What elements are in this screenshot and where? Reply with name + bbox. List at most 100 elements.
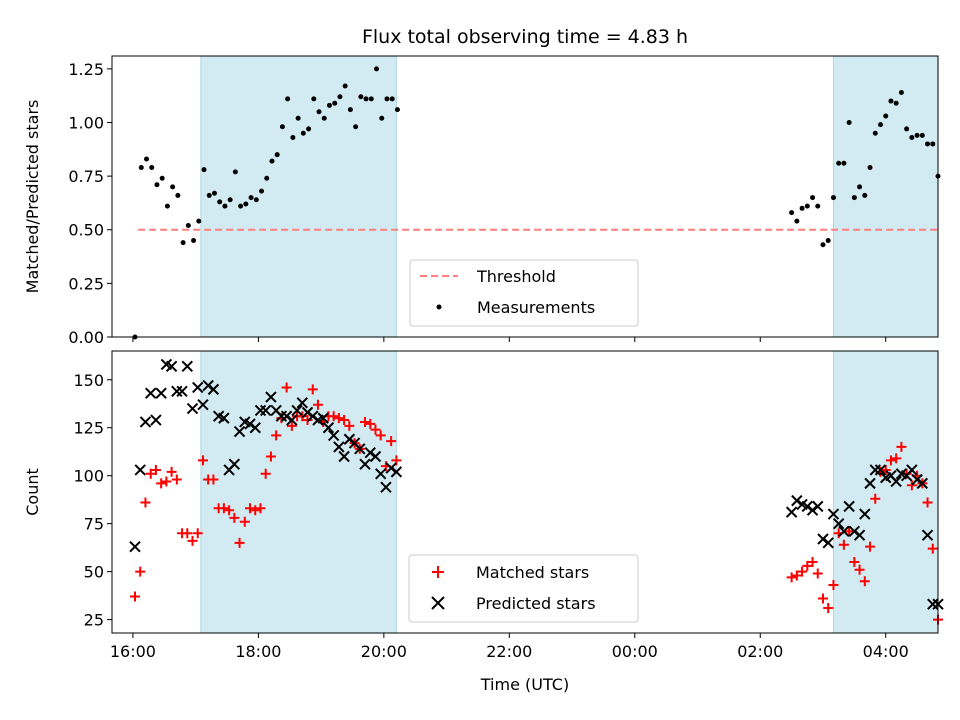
measurement-point [295,115,301,121]
predicted-star-point [822,537,834,549]
predicted-star-point [354,443,366,455]
bottom-panel-x-ticks: 16:00 18:00 20:00 22:00 00:00 02:00 04:00 [110,633,909,661]
matched-star-point [828,580,839,591]
matched-star-point [339,415,350,426]
measurement-point [211,190,217,196]
matched-star-point [797,566,808,577]
predicted-star-point [327,429,340,442]
measurement-point [300,130,306,136]
predicted-star-point [150,414,162,426]
measurement-point [358,94,364,100]
measurement-point [227,197,233,203]
measurement-point [815,203,821,209]
predicted-star-point [333,441,345,453]
predicted-star-point [228,458,241,470]
matched-star-point [260,468,271,479]
matched-star-point [145,468,156,479]
top-panel-y-label: Matched/Predicted stars [23,100,42,294]
matched-star-point [255,503,266,514]
top-legend-box [409,259,639,327]
measurement-point [149,165,155,171]
predicted-star-point [275,410,288,422]
measurement-point [374,66,380,72]
x-tick-label: 22:00 [486,642,532,661]
measurement-point [154,182,160,188]
matched-star-point [182,528,193,539]
top-panel-y-ticks: 0.00 0.25 0.50 0.75 1.00 1.25 [68,60,112,347]
matched-star-point [312,399,323,410]
matched-star-point [218,503,229,514]
predicted-star-point [186,402,199,415]
measurement-point [877,122,883,128]
matched-star-point [271,430,282,441]
measurement-point [368,96,374,102]
measurement-point [799,205,805,211]
matched-star-point [922,497,933,508]
measurement-point [893,100,899,106]
measurement-point [326,102,332,108]
predicted-star-point [859,508,871,520]
matched-star-point [865,541,876,552]
bottom-panel-y-label: Count [23,468,42,516]
measurement-point [883,113,889,119]
predicted-star-point [139,416,152,428]
matched-star-point [375,430,386,441]
legend-predicted-swatch [431,596,445,610]
predicted-star-point [192,381,204,394]
y-tick-label: 75 [84,515,104,534]
matched-star-point [150,464,161,475]
matched-star-point [265,451,276,462]
predicted-star-point [838,525,850,538]
measurement-point [347,107,353,113]
matched-star-point [286,420,297,431]
matched-star-point [171,474,182,485]
matched-star-point [823,603,834,614]
matched-star-point [130,591,141,602]
measurement-point [862,192,868,198]
measurement-point [898,89,904,95]
top-panel-x-ticks [132,337,887,342]
predicted-star-point [171,385,183,397]
shaded-interval [832,350,939,634]
measurement-point [191,237,197,243]
predicted-star-point [129,540,141,553]
shaded-interval [200,350,397,634]
measurement-point [164,203,170,209]
y-tick-label: 150 [73,371,104,390]
measurement-point [170,184,176,190]
predicted-star-point [869,464,881,476]
measurement-point [919,132,925,138]
bottom-panel-frame [111,350,939,634]
predicted-star-point [144,387,157,399]
x-tick-label: 02:00 [737,642,783,661]
predicted-star-point [134,464,146,476]
measurement-point [264,175,270,181]
predicted-star-point [259,404,272,417]
legend-measurements-swatch [436,304,442,310]
shaded-interval [200,55,397,338]
measurement-point [196,218,202,224]
measurement-point [888,98,894,104]
matched-star-point [927,543,938,554]
y-tick-label: 25 [84,611,104,630]
measurement-point [789,210,795,216]
matched-star-point [307,384,318,395]
predicted-star-point [181,360,193,373]
predicted-star-point [832,517,845,530]
matched-star-point [817,593,828,604]
y-tick-label: 1.00 [68,113,104,132]
matched-star-point [135,566,146,577]
legend-plus-glyph [432,566,444,578]
predicted-star-point [291,404,303,417]
matched-star-point [386,436,397,447]
matched-star-point [807,557,818,568]
matched-star-point [328,411,339,422]
predicted-star-point [218,412,230,424]
matched-star-point [859,576,870,587]
measurement-point [332,100,338,106]
measurement-point [363,96,369,102]
predicted-star-point [176,385,188,397]
measurement-point [836,160,842,166]
matched-star-point [166,466,177,477]
measurement-point [904,126,910,132]
